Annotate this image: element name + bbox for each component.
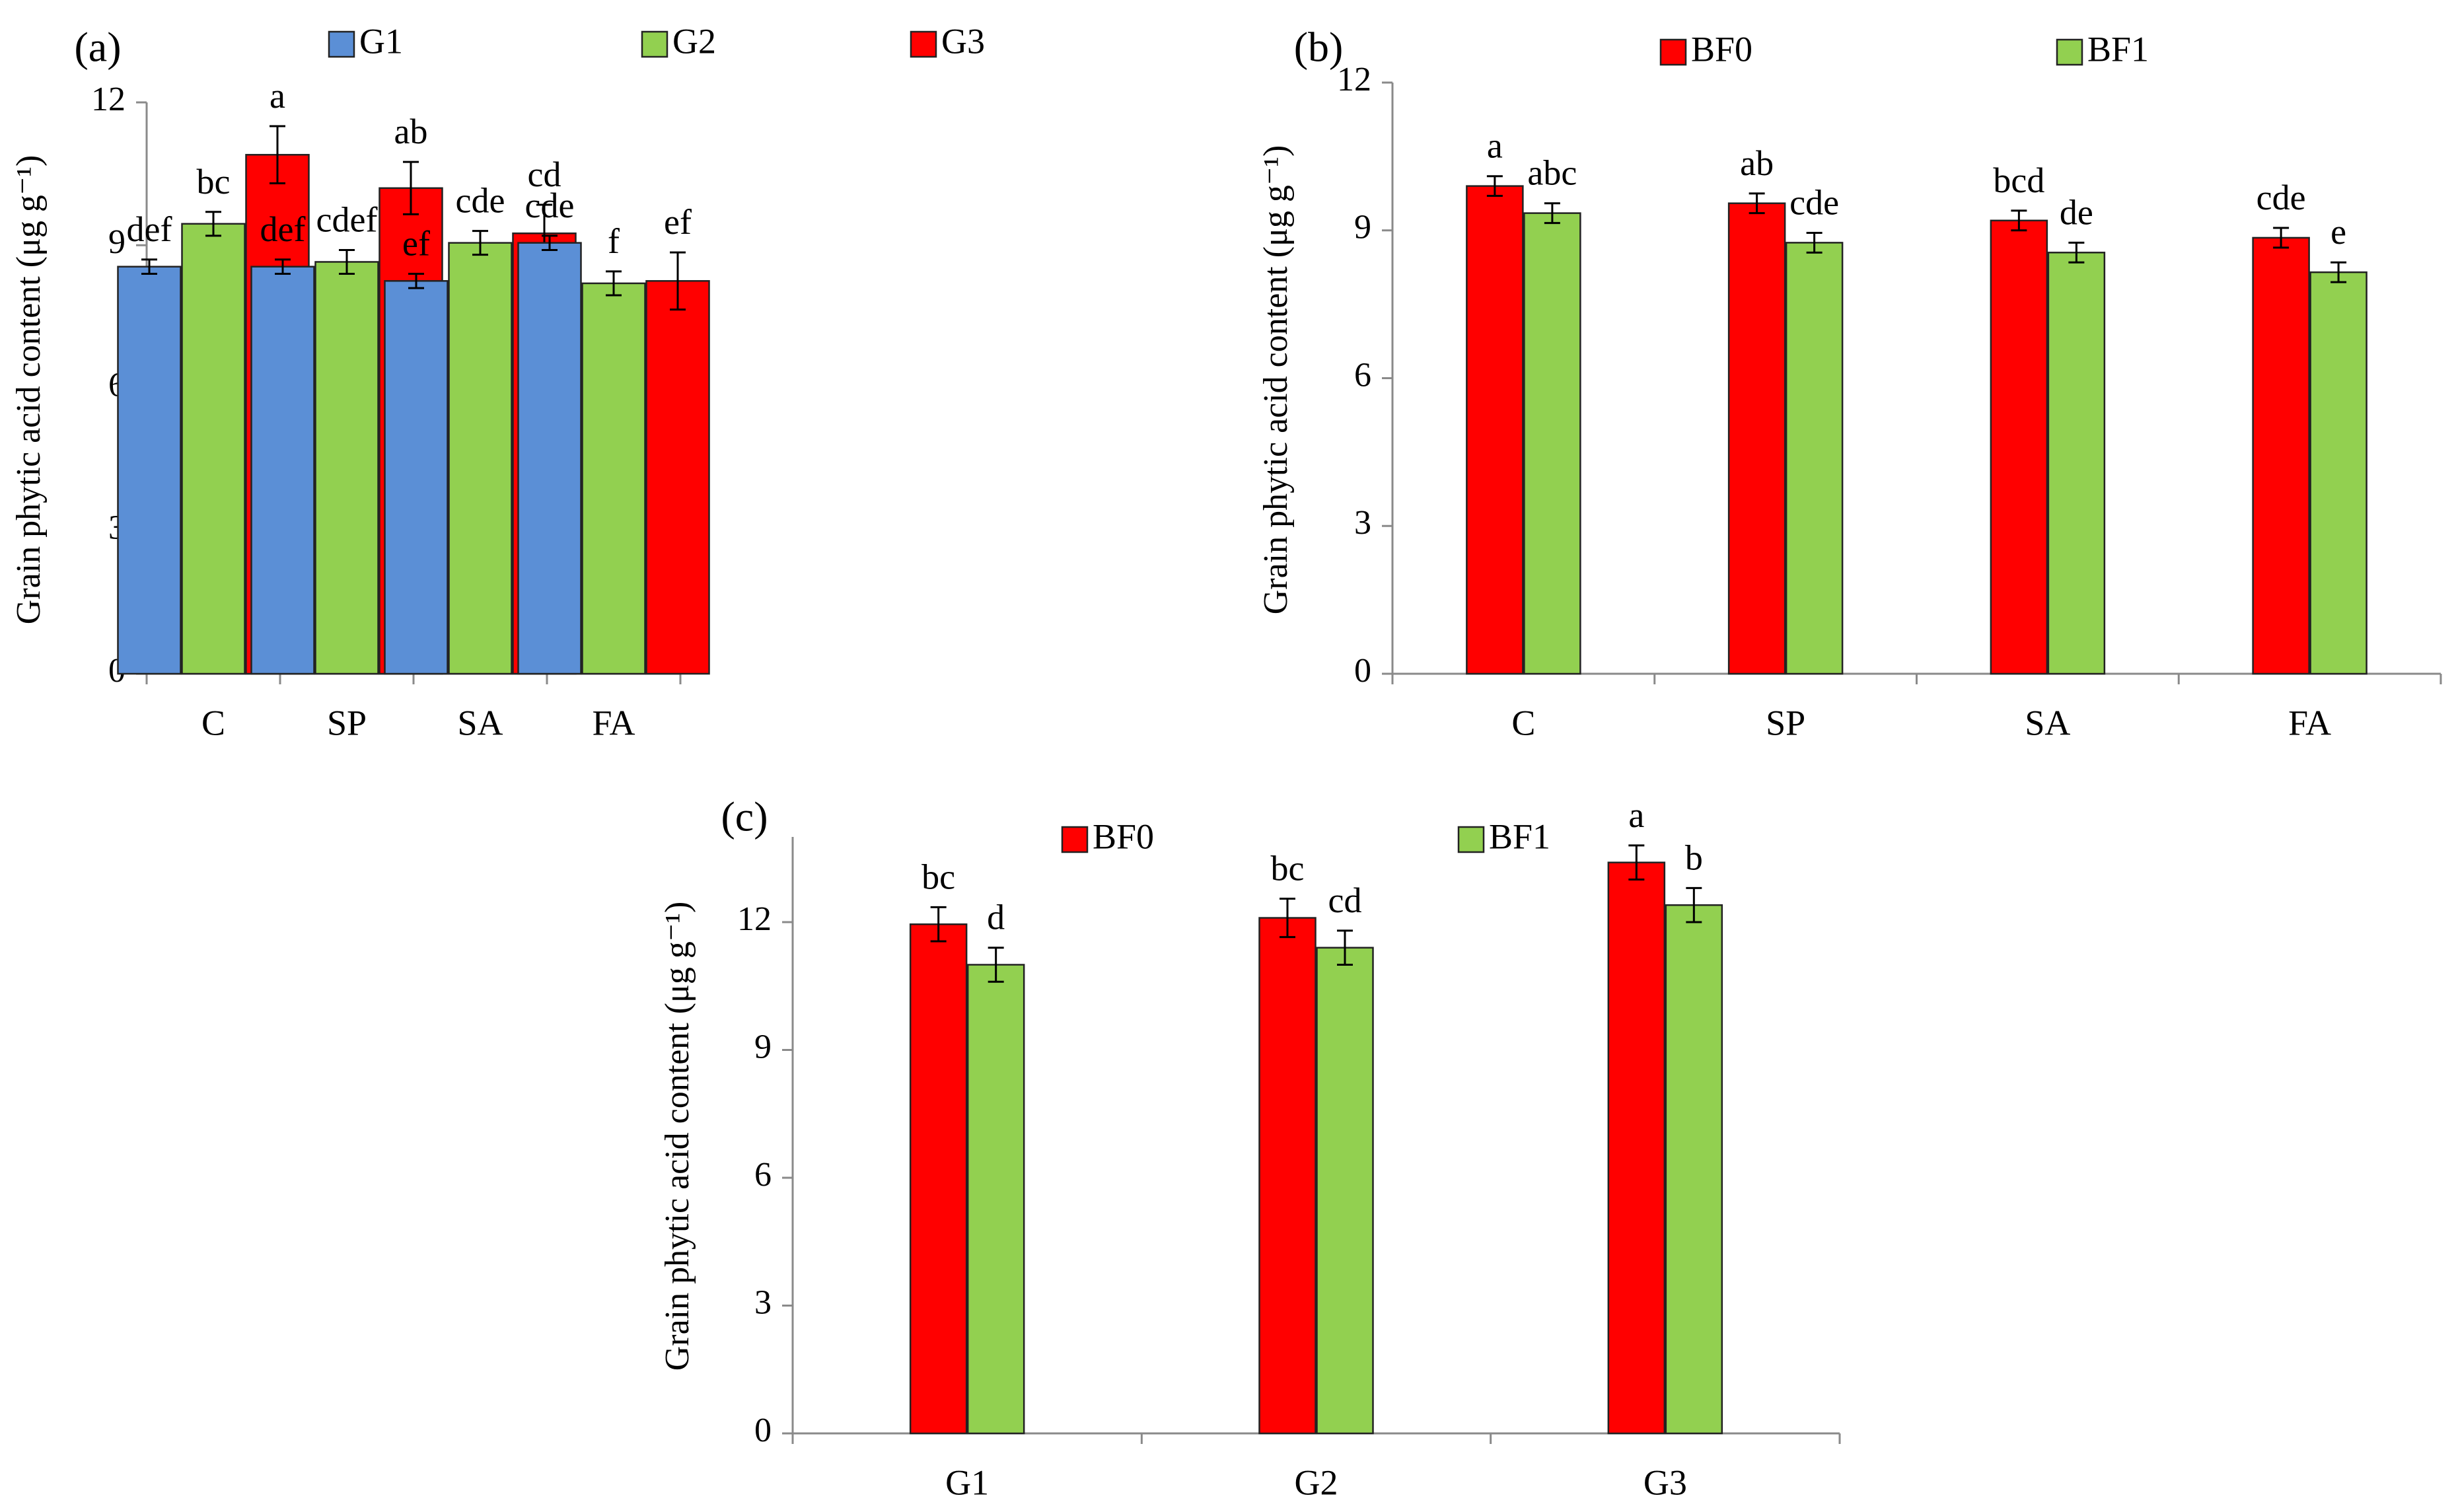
significance-label: b xyxy=(1685,838,1703,877)
x-tick-label: C xyxy=(201,703,225,742)
y-tick-label: 9 xyxy=(754,1028,772,1065)
significance-label: bc xyxy=(1271,849,1305,888)
bar-BF0-G3 xyxy=(1607,861,1666,1435)
legend-swatch-G2 xyxy=(641,30,668,58)
panel-label: (b) xyxy=(1294,24,1344,71)
y-tick-label: 0 xyxy=(1354,652,1371,690)
bar-G2-SP xyxy=(314,261,379,675)
y-tick-label: 6 xyxy=(754,1156,772,1194)
y-tick-label: 3 xyxy=(754,1283,772,1321)
bar-BF1-G1 xyxy=(966,964,1025,1435)
x-tick-label: SA xyxy=(2025,703,2070,742)
significance-label: a xyxy=(1487,126,1503,166)
significance-label: abc xyxy=(1527,153,1577,193)
significance-label: def xyxy=(260,209,306,249)
bar-G2-SA xyxy=(448,242,513,675)
panel-label: (a) xyxy=(74,24,121,71)
significance-label: e xyxy=(2330,212,2346,252)
legend-label-BF0: BF0 xyxy=(1093,816,1154,856)
bar-BF1-SA xyxy=(2047,252,2106,675)
significance-label: f xyxy=(608,221,620,261)
legend-swatch-G3 xyxy=(910,30,937,58)
legend-label-G1: G1 xyxy=(359,21,403,61)
bar-BF0-SP xyxy=(1727,202,1786,675)
x-tick-label: G2 xyxy=(1295,1462,1338,1502)
bar-G1-SP xyxy=(250,266,315,675)
significance-label: cde xyxy=(525,186,575,225)
significance-label: de xyxy=(2060,192,2093,232)
significance-label: cd xyxy=(1328,881,1362,920)
bar-BF0-FA xyxy=(2252,236,2310,675)
y-tick-label: 12 xyxy=(1337,61,1371,98)
y-tick-label: 6 xyxy=(1354,356,1371,394)
y-axis-title: Grain phytic acid content (μg g⁻¹) xyxy=(659,902,696,1371)
significance-label: ef xyxy=(664,202,692,242)
y-tick-label: 3 xyxy=(1354,504,1371,542)
x-tick-label: G3 xyxy=(1643,1462,1687,1502)
x-tick-label: SP xyxy=(327,703,367,742)
bar-G1-SA xyxy=(384,280,449,675)
legend-label-BF1: BF1 xyxy=(2087,29,2149,69)
legend-label-G2: G2 xyxy=(672,21,716,61)
bar-BF1-G3 xyxy=(1665,904,1723,1435)
significance-label: bc xyxy=(921,857,955,896)
chart-panel-2: (b) 0 3 6 9 12 Grain phytic acid content (μg g… xyxy=(1257,24,2442,742)
y-axis-title: Grain phytic acid content (μg g⁻¹) xyxy=(10,155,48,625)
x-tick-label: SP xyxy=(1766,703,1805,742)
significance-label: a xyxy=(270,76,285,116)
y-tick-label: 9 xyxy=(108,223,126,261)
significance-label: cde xyxy=(456,181,505,221)
x-tick-label: G1 xyxy=(945,1462,989,1502)
bar-BF0-G1 xyxy=(909,923,968,1435)
significance-label: def xyxy=(127,209,172,249)
bar-BF0-C xyxy=(1466,185,1524,675)
x-tick-label: FA xyxy=(592,703,635,742)
legend-label-G3: G3 xyxy=(941,21,985,61)
significance-label: d xyxy=(987,898,1005,937)
bar-G1-FA xyxy=(517,242,582,675)
legend-label-BF1: BF1 xyxy=(1489,816,1550,856)
legend-swatch-G1 xyxy=(328,30,355,58)
significance-label: bcd xyxy=(1993,161,2044,200)
legend-swatch-BF1 xyxy=(2056,38,2083,66)
y-axis-title: Grain phytic acid content (μg g⁻¹) xyxy=(1257,145,1295,615)
significance-label: a xyxy=(1628,795,1644,835)
significance-label: ab xyxy=(394,112,428,151)
x-tick-label: SA xyxy=(457,703,503,742)
bar-BF0-SA xyxy=(1990,219,2048,675)
y-tick-label: 9 xyxy=(1354,209,1371,246)
bar-G2-FA xyxy=(581,282,646,675)
x-tick-label: FA xyxy=(2288,703,2331,742)
bar-G2-C xyxy=(181,223,246,675)
bar-G1-C xyxy=(117,266,182,675)
x-tick-label: C xyxy=(1511,703,1535,742)
y-tick-label: 12 xyxy=(91,81,126,118)
bar-G3-FA xyxy=(645,280,710,675)
significance-label: ef xyxy=(402,224,430,264)
legend-label-BF0: BF0 xyxy=(1691,29,1752,69)
bar-BF1-SP xyxy=(1785,242,1844,675)
y-tick-label: 12 xyxy=(737,900,772,938)
legend-swatch-BF1 xyxy=(1457,826,1485,853)
panel-label: (c) xyxy=(721,793,768,840)
significance-label: cdef xyxy=(316,199,378,239)
significance-label: cde xyxy=(2256,178,2306,217)
significance-label: cd xyxy=(528,155,561,194)
bar-BF1-FA xyxy=(2309,271,2367,675)
significance-label: ab xyxy=(1740,143,1774,183)
bar-BF1-C xyxy=(1523,212,1581,675)
significance-label: cde xyxy=(1789,182,1839,222)
legend-swatch-BF0 xyxy=(1061,826,1089,853)
significance-label: bc xyxy=(197,162,231,201)
bar-BF1-G2 xyxy=(1316,947,1374,1435)
chart-panel-3: (c) 0 3 6 9 12 Grain phytic acid content (μg g… xyxy=(659,793,1841,1502)
legend-swatch-BF0 xyxy=(1659,38,1687,66)
y-tick-label: 0 xyxy=(754,1412,772,1449)
bar-BF0-G2 xyxy=(1258,917,1317,1435)
